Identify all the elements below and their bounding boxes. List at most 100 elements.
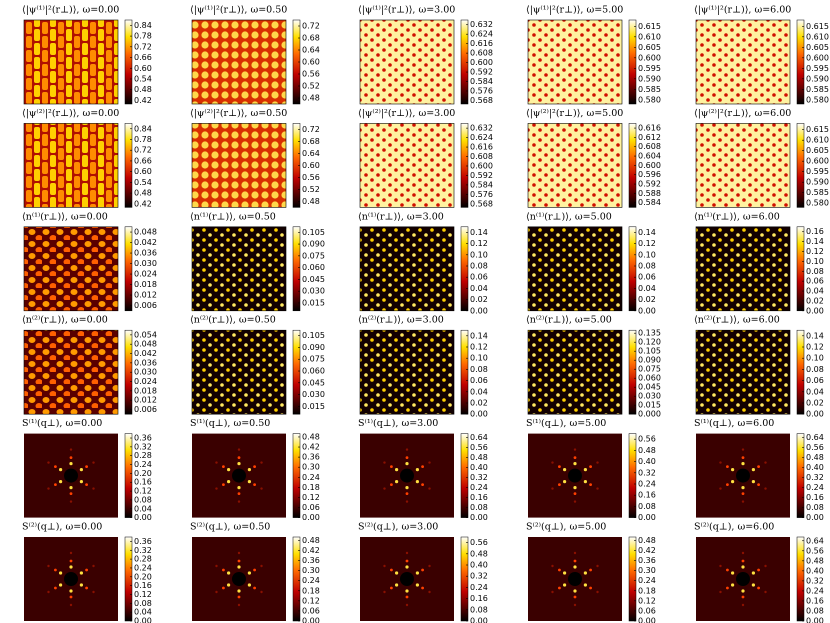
colorbar-tick-label: 0.24: [302, 576, 320, 585]
peak: [741, 595, 745, 599]
colorbar-tick-label: 0.16: [470, 493, 488, 502]
colorbar-tick-label: 0.72: [134, 42, 152, 51]
peak: [395, 480, 399, 484]
colorbar: [124, 123, 133, 208]
colorbar-tick-label: 0.585: [638, 85, 661, 94]
colorbar-tick-label: 0.600: [638, 161, 661, 170]
colorbar-tick-label: 0.14: [638, 228, 656, 237]
peak: [719, 487, 722, 490]
peak: [59, 480, 63, 484]
center: [736, 572, 750, 586]
peak: [227, 583, 231, 587]
colorbar-tick-label: 0.32: [134, 546, 152, 555]
peak: [726, 568, 729, 572]
colorbar: [460, 226, 469, 312]
colorbar-tick-label: 0.64: [302, 46, 320, 55]
panel-title: ⟨n⁽²⁾(r⊥)⟩, ω=0.00: [22, 315, 108, 326]
heatmap: [695, 226, 791, 312]
colorbar-tick-label: 0.135: [638, 329, 661, 338]
colorbar-tick-label: 0.32: [806, 473, 824, 482]
peak: [583, 468, 587, 472]
panel-title: ⟨|ψ⁽¹⁾|²(r⊥)⟩, ω=3.00: [358, 5, 455, 16]
colorbar-tick-label: 0.42: [638, 546, 656, 555]
peak: [69, 486, 73, 490]
colorbar-tick-label: 0.04: [806, 387, 824, 396]
peak: [573, 486, 577, 490]
colorbar-tick-label: 0.604: [638, 152, 661, 161]
colorbar-tick-label: 0.60: [302, 161, 320, 170]
colorbar-tick-label: 0.605: [806, 43, 829, 52]
colorbar-tick-label: 0.608: [470, 152, 493, 161]
colorbar-tick-label: 0.595: [638, 64, 661, 73]
peak: [573, 500, 577, 503]
colorbar-tick-label: 0.06: [302, 503, 320, 512]
colorbar-tick-label: 0.14: [470, 331, 488, 340]
peak: [237, 492, 241, 495]
peak: [764, 590, 767, 594]
colorbar: [292, 329, 301, 415]
colorbar-tick-label: 0.06: [470, 273, 488, 282]
colorbar-tick-label: 0.68: [302, 137, 320, 146]
peak: [563, 468, 567, 472]
colorbar-tick-label: 0.00: [470, 306, 488, 315]
colorbar-tick-label: 0.48: [638, 536, 656, 545]
panel-title: ⟨n⁽²⁾(r⊥)⟩, ω=6.00: [694, 315, 780, 326]
peak: [421, 568, 424, 572]
peak: [237, 551, 241, 555]
peak: [719, 461, 722, 464]
colorbar-tick-label: 0.48: [638, 446, 656, 455]
colorbar-tick-label: 0.012: [134, 291, 157, 300]
colorbar-tick-label: 0.08: [470, 365, 488, 374]
colorbar-tick-label: 0.610: [806, 136, 829, 145]
colorbar: [460, 329, 469, 415]
colorbar-tick-label: 0.20: [134, 572, 152, 581]
colorbar-tick-label: 0.48: [302, 197, 320, 206]
colorbar-tick-label: 0.24: [806, 586, 824, 595]
colorbar-tick-label: 0.012: [134, 396, 157, 405]
center: [232, 468, 246, 483]
colorbar-tick-label: 0.048: [134, 228, 157, 237]
colorbar-tick-label: 0.18: [302, 586, 320, 595]
colorbar-tick-label: 0.00: [806, 513, 824, 522]
colorbar-tick-label: 0.30: [302, 566, 320, 575]
colorbar-tick-label: 0.616: [470, 39, 493, 48]
colorbar-tick-label: 0.54: [134, 74, 152, 83]
peak: [253, 568, 256, 572]
heatmap: [527, 19, 623, 105]
peak: [253, 465, 256, 468]
peak: [215, 590, 218, 594]
peak: [390, 465, 393, 468]
peak: [741, 456, 745, 459]
peak: [757, 465, 760, 468]
colorbar-tick-label: 0.14: [806, 331, 824, 340]
panel-title: ⟨n⁽¹⁾(r⊥)⟩, ω=0.50: [190, 211, 276, 222]
panel-title: ⟨n⁽²⁾(r⊥)⟩, ω=3.00: [358, 315, 444, 326]
peak: [383, 487, 386, 490]
colorbar-tick-label: 0.048: [134, 340, 157, 349]
colorbar-tick-label: 0.595: [806, 167, 829, 176]
colorbar-tick-label: 0.090: [302, 343, 325, 352]
peak: [731, 571, 735, 575]
colorbar-tick-label: 0.48: [806, 453, 824, 462]
colorbar-tick-label: 0.48: [134, 189, 152, 198]
colorbar-tick-label: 0.78: [134, 32, 152, 41]
panel-title: ⟨|ψ⁽²⁾|²(r⊥)⟩, ω=6.00: [694, 108, 791, 119]
peak: [215, 461, 218, 464]
colorbar-tick-label: 0.10: [638, 250, 656, 259]
peak: [79, 583, 83, 587]
heatmap: [359, 226, 455, 312]
peak: [260, 461, 263, 464]
colorbar-tick-label: 0.090: [638, 356, 661, 365]
peak: [237, 603, 241, 607]
peak: [405, 595, 409, 599]
colorbar-tick-label: 0.06: [806, 376, 824, 385]
center: [64, 468, 78, 483]
peak: [421, 465, 424, 468]
colorbar-tick-label: 0.105: [302, 228, 325, 237]
colorbar-tick-label: 0.24: [134, 563, 152, 572]
colorbar-tick-label: 0.08: [470, 262, 488, 271]
colorbar-tick-label: 0.56: [806, 546, 824, 555]
peak: [751, 571, 755, 575]
colorbar-tick-label: 0.56: [806, 443, 824, 452]
